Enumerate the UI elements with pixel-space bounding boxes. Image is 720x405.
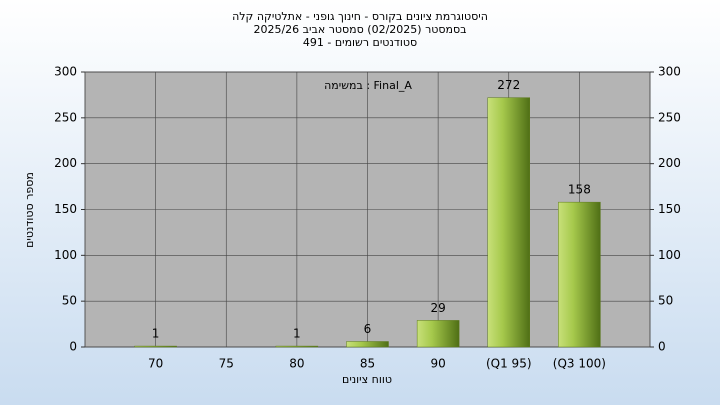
- x-tick-label: (Q1 95): [486, 357, 532, 371]
- x-axis-label: טווח ציונים: [342, 373, 392, 386]
- bar: [275, 345, 319, 348]
- x-tick-label: (Q3 100): [553, 357, 606, 371]
- data-label: 272: [497, 78, 520, 92]
- y2-tick-label: 250: [658, 110, 681, 124]
- y-tick-label: 250: [54, 110, 77, 124]
- x-tick-label: 75: [219, 357, 234, 371]
- y-tick-label: 100: [54, 248, 77, 262]
- y-tick-label: 200: [54, 156, 77, 170]
- y2-tick-label: 0: [658, 340, 666, 354]
- y-tick-label: 50: [62, 294, 77, 308]
- data-label: 158: [568, 183, 591, 197]
- x-tick-label: 70: [148, 357, 163, 371]
- bar: [416, 320, 460, 348]
- x-tick-label: 85: [360, 357, 375, 371]
- y2-tick-label: 100: [658, 248, 681, 262]
- annotation: במשימה : Final_A: [324, 79, 412, 92]
- x-tick-label: 80: [289, 357, 304, 371]
- data-label: 29: [430, 301, 445, 315]
- y-tick-label: 300: [54, 65, 77, 79]
- y2-tick-label: 50: [658, 294, 673, 308]
- y-tick-label: 0: [69, 340, 77, 354]
- bar: [346, 341, 389, 348]
- y2-tick-label: 150: [658, 202, 681, 216]
- y2-tick-label: 200: [658, 156, 681, 170]
- data-label: 1: [293, 327, 301, 341]
- chart-subtitle: סטודנטים רשומים - 491: [303, 36, 417, 49]
- chart-title: היסטוגרמת ציונים בקורס - חינוך גופני - א…: [232, 10, 488, 23]
- data-label: 1: [152, 327, 160, 341]
- y-axis-label: מספר סטודנטים: [23, 172, 36, 248]
- bar: [134, 345, 177, 348]
- x-tick-label: 90: [430, 357, 445, 371]
- y2-tick-label: 300: [658, 65, 681, 79]
- y-tick-label: 150: [54, 202, 77, 216]
- data-label: 6: [364, 322, 372, 336]
- chart-subtitle: בסמסטר (02/2025) סמסטר אביב 2025/26: [253, 23, 466, 36]
- bar: [558, 201, 601, 348]
- bar: [487, 97, 530, 348]
